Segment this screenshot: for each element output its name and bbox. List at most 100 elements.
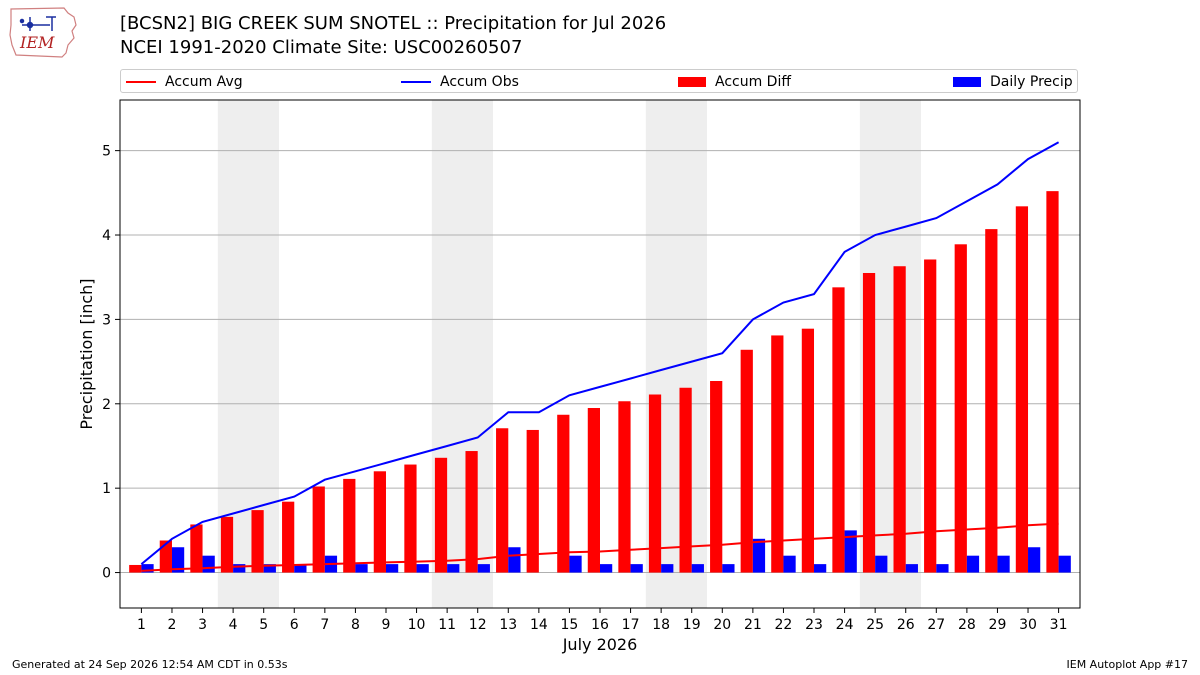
accum-diff-bar [740,349,753,573]
accum-obs-line [140,141,1060,565]
accum-diff-bar [771,335,784,573]
legend-item-accum-obs: Accum Obs [401,74,519,90]
daily-precip-bar [569,555,582,573]
daily-precip-bar [477,564,490,573]
accum-diff-bar [648,394,662,573]
x-tick-label: 12 [469,617,487,633]
daily-precip-bar [385,564,399,573]
plot-frame [119,99,1081,609]
chart-subtitle: NCEI 1991-2020 Climate Site: USC00260507 [120,37,523,58]
x-tick-label: 17 [622,617,640,633]
accum-diff-bar [434,457,448,573]
daily-precip-bar [905,564,918,573]
daily-precip-bar [783,555,796,573]
accum-diff-bar [343,478,356,573]
accum-diff-bar [832,287,845,573]
accum-diff-bar [587,408,600,573]
daily-precip-bar [1058,555,1071,573]
y-tick-label: 3 [102,312,111,328]
legend-swatch [126,81,156,83]
legend-swatch [678,77,706,87]
x-tick-label: 27 [927,617,945,633]
generated-timestamp: Generated at 24 Sep 2026 12:54 AM CDT in… [12,658,288,671]
x-tick-label: 4 [229,617,238,633]
x-tick-label: 30 [1019,617,1037,633]
daily-precip-bar [691,564,704,573]
daily-precip-bar [508,547,521,573]
x-tick-label: 20 [713,617,731,633]
daily-precip-bar [630,564,643,573]
daily-precip-bar [600,564,613,573]
accum-diff-bar [679,387,692,573]
legend-swatch [401,81,431,83]
accum-diff-bar [1015,206,1029,573]
x-tick-label: 9 [382,617,391,633]
x-tick-label: 2 [168,617,177,633]
y-tick-label: 0 [102,566,111,582]
x-tick-label: 11 [438,617,456,633]
app-label: IEM Autoplot App #17 [1066,658,1189,671]
daily-precip-bar [844,530,857,573]
x-tick-label: 18 [652,617,670,633]
daily-precip-bar [141,564,154,573]
x-tick-label: 22 [775,617,793,633]
accum-diff-bar [710,381,723,573]
weather-instruments-icon [19,16,56,31]
accum-diff-bar [159,540,172,573]
x-tick-label: 21 [744,617,762,633]
x-tick-label: 19 [683,617,701,633]
y-tick-label: 2 [102,397,111,413]
legend-item-accum-diff: Accum Diff [678,74,791,90]
chart-legend: Accum Avg Accum Obs Accum Diff Daily Pre… [120,69,1078,93]
daily-precip-bar [233,564,246,573]
legend-swatch [953,77,981,87]
accum-diff-bar [954,244,967,573]
iowa-outline-icon [9,7,77,58]
legend-item-accum-avg: Accum Avg [126,74,243,90]
accum-diff-bar [251,510,264,573]
x-tick-label: 23 [805,617,823,633]
chart-title: [BCSN2] BIG CREEK SUM SNOTEL :: Precipit… [120,13,667,34]
daily-precip-bar [171,547,185,573]
x-tick-label: 8 [351,617,360,633]
x-tick-label: 10 [408,617,426,633]
weekend-shade [859,100,922,608]
accum-diff-bar [801,328,815,573]
x-tick-label: 1 [137,617,146,633]
daily-precip-bar [875,555,888,573]
daily-precip-bar [324,555,338,573]
daily-precip-bar [447,564,460,573]
daily-precip-bar [814,564,827,573]
accum-diff-bar [893,266,906,573]
daily-precip-bar [416,564,429,573]
accum-diff-bar [526,429,539,573]
x-tick-label: 29 [989,617,1007,633]
legend-item-daily-precip: Daily Precip [953,74,1073,90]
accum-diff-bar [1046,191,1059,573]
legend-label: Daily Precip [990,74,1073,90]
daily-precip-bar [997,555,1010,573]
accum-diff-bar [373,471,386,573]
accum-diff-bar [924,259,937,573]
accum-diff-bar [618,401,631,573]
daily-precip-bar [202,555,215,573]
daily-precip-bar [1028,547,1041,573]
x-tick-label: 3 [198,617,207,633]
x-tick-label: 15 [561,617,579,633]
x-tick-label: 6 [290,617,299,633]
weekend-shade [217,100,279,608]
legend-label: Accum Diff [715,74,792,90]
iem-logo: IEM [9,7,77,58]
accum-diff-bar [220,516,234,573]
y-tick-label: 4 [102,228,111,244]
y-axis-label: Precipitation [inch] [77,278,96,429]
legend-label: Accum Avg [165,74,243,90]
y-tick-label: 1 [102,481,111,497]
x-tick-label: 16 [591,617,609,633]
x-tick-label: 25 [866,617,884,633]
accum-diff-bar [496,428,509,573]
x-tick-label: 13 [499,617,517,633]
daily-precip-bar [722,564,735,573]
daily-precip-bar [661,564,674,573]
daily-precip-bar [966,555,980,573]
